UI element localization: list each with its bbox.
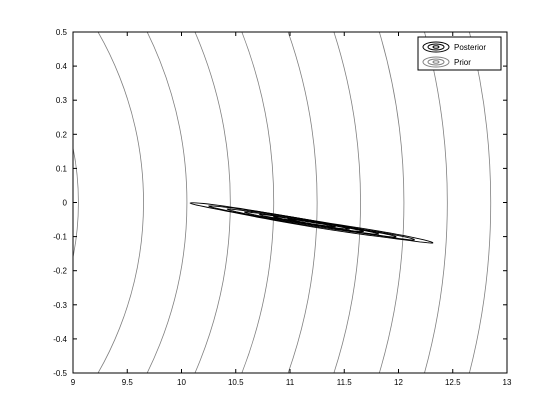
legend-label-posterior: Posterior	[454, 43, 486, 52]
prior-contour-line	[287, 32, 318, 373]
x-tick-label: 11	[286, 378, 295, 387]
legend-label-prior: Prior	[454, 58, 471, 67]
posterior-contour-line	[226, 208, 397, 238]
posterior-contour-line	[258, 213, 365, 233]
legend: Posterior Prior	[417, 36, 502, 71]
y-tick-label: -0.3	[53, 301, 67, 310]
x-tick-label: 10	[177, 378, 186, 387]
prior-contour-line	[241, 32, 274, 373]
x-tick-label: 9	[71, 378, 76, 387]
posterior-contour-line	[207, 205, 415, 241]
prior-contour-line	[378, 32, 405, 373]
prior-contour-line	[146, 32, 188, 373]
y-tick-label: 0.4	[56, 62, 68, 71]
prior-contours	[73, 32, 491, 373]
posterior-contour-line	[189, 202, 434, 244]
x-tick-label: 12	[394, 378, 403, 387]
x-tick-label: 10.5	[228, 378, 244, 387]
x-tick-label: 12.5	[445, 378, 461, 387]
y-tick-label: -0.1	[53, 233, 67, 242]
y-tick-label: -0.5	[53, 369, 67, 378]
prior-contour-line	[194, 32, 231, 373]
prior-contour-line	[73, 146, 79, 259]
prior-contour-line	[97, 32, 144, 373]
y-tick-label: 0.5	[56, 28, 68, 37]
posterior-contour-line	[273, 216, 350, 230]
y-tick-label: 0.1	[56, 164, 68, 173]
posterior-contours	[189, 202, 434, 244]
x-tick-label: 9.5	[122, 378, 134, 387]
y-tick-label: 0.2	[56, 130, 68, 139]
prior-contour-line	[468, 32, 491, 373]
prior-contour-line	[333, 32, 361, 373]
x-tick-label: 11.5	[337, 378, 353, 387]
y-axis-ticks: 0.5 0.4 0.3 0.2 0.1 0 -0.1 -0.2 -0.3 -0.4 -0.5	[53, 28, 507, 378]
legend-posterior-swatch	[422, 41, 450, 53]
y-tick-label: -0.2	[53, 267, 67, 276]
x-tick-label: 13	[503, 378, 512, 387]
y-tick-label: -0.4	[53, 335, 67, 344]
x-axis-ticks: 9 9.5 10 10.5 11 11.5 12 12.5 13	[71, 32, 512, 387]
y-tick-label: 0.3	[56, 96, 68, 105]
legend-prior-swatch	[422, 56, 450, 68]
plot-frame	[72, 31, 508, 374]
prior-contour-line	[423, 32, 448, 373]
posterior-contour-line	[287, 218, 336, 228]
y-tick-label: 0	[63, 199, 68, 208]
